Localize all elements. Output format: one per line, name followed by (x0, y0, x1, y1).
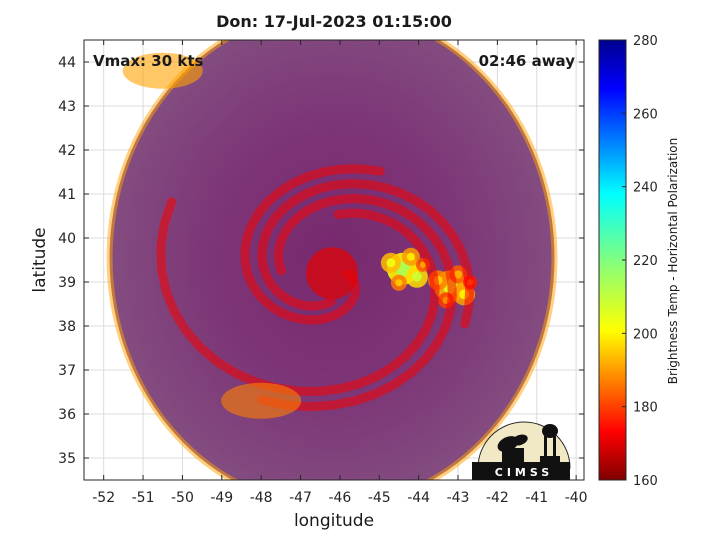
colorbar-tick-label: 180 (633, 401, 658, 416)
cold-cloud-core (419, 261, 427, 268)
cold-cloud-core (395, 279, 403, 287)
y-tick-label: 35 (58, 451, 76, 467)
x-tick-label: -45 (368, 490, 391, 506)
y-tick-label: 39 (58, 275, 76, 291)
y-tick-label: 44 (58, 55, 76, 71)
colorbar-tick-label: 260 (633, 107, 658, 122)
colorbar-tick-label: 280 (633, 34, 658, 49)
x-tick-label: -51 (132, 490, 155, 506)
x-tick-label: -42 (486, 490, 509, 506)
x-axis-ticks: -52 -51 -50 -49 -48 -47 -46 -45 -44 -43 -42 -41 -40 (92, 40, 588, 506)
x-tick-label: -48 (250, 490, 273, 506)
satellite-dish-icon (497, 434, 528, 462)
spiral-band (257, 179, 475, 329)
swath-heatmap (106, 40, 558, 480)
y-tick-label: 40 (58, 231, 76, 247)
time-away-annotation: 02:46 away (478, 52, 575, 70)
spiral-band (257, 193, 457, 412)
x-tick-label: -47 (289, 490, 312, 506)
chart-title: Don: 17-Jul-2023 01:15:00 (216, 12, 452, 31)
storm-core (306, 247, 359, 300)
logo-band (472, 462, 570, 480)
y-tick-label: 41 (58, 187, 76, 203)
colorbar (598, 39, 627, 481)
cimss-logo (472, 421, 571, 480)
colorbar-label: Brightness Temp - Horizontal Polarizatio… (666, 137, 680, 385)
x-tick-label: -44 (407, 490, 430, 506)
cold-cloud-core (454, 270, 463, 279)
x-tick-label: -41 (525, 490, 548, 506)
y-tick-label: 42 (58, 143, 76, 159)
y-tick-label: 38 (58, 319, 76, 335)
logo-text: CIMSS (494, 466, 554, 479)
cool-patch (122, 52, 203, 89)
water-tower-icon (540, 424, 560, 462)
y-tick-label: 43 (58, 99, 76, 115)
swath-edge (106, 40, 558, 480)
colorbar-tick-label: 160 (633, 474, 658, 489)
y-axis-ticks: 35 36 37 38 39 40 41 42 43 44 (58, 55, 584, 467)
colorbar-tick-label: 200 (633, 327, 658, 342)
cool-patch (221, 382, 302, 419)
colorbar-tick-label: 220 (633, 254, 658, 269)
cold-cloud-core (406, 252, 415, 261)
x-tick-label: -49 (210, 490, 233, 506)
plot-frame (83, 39, 585, 481)
spiral-band (240, 164, 385, 325)
x-tick-label: -43 (447, 490, 470, 506)
y-tick-label: 37 (58, 363, 76, 379)
vmax-annotation: Vmax: 30 kts (93, 52, 204, 70)
spiral-band (156, 197, 440, 396)
x-tick-label: -46 (328, 490, 351, 506)
colorbar-tick-label: 240 (633, 181, 658, 196)
x-tick-label: -40 (565, 490, 588, 506)
x-axis-label: longitude (293, 511, 375, 531)
cold-cloud-core (411, 271, 422, 282)
cold-cloud-core (386, 258, 396, 268)
y-axis-label: latitude (30, 227, 50, 293)
x-tick-label: -52 (92, 490, 115, 506)
y-tick-label: 36 (58, 407, 76, 423)
colorbar-ticks: 160 180 200 220 240 260 280 (622, 34, 658, 489)
x-tick-label: -50 (171, 490, 194, 506)
